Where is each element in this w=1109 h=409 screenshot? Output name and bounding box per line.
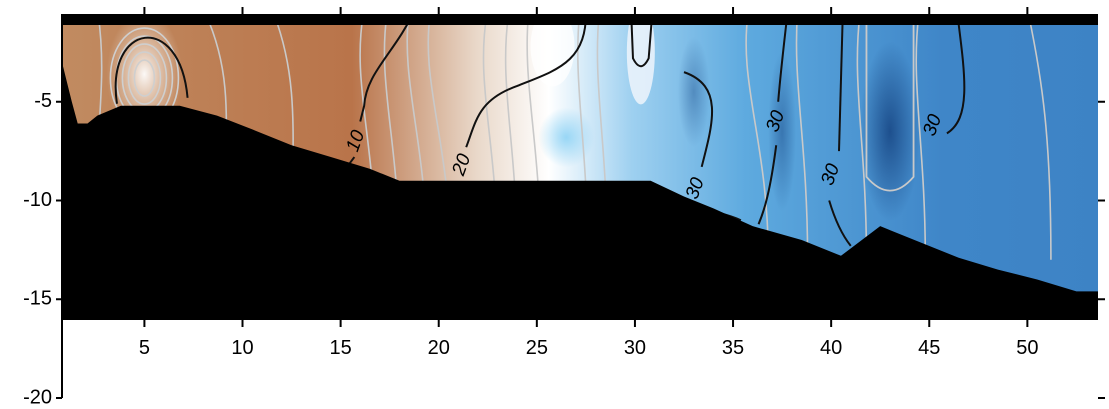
contour-line-black bbox=[465, 14, 587, 148]
x-tick-label: 45 bbox=[918, 337, 940, 359]
contour-line-gray bbox=[745, 14, 770, 260]
dark-core bbox=[860, 41, 921, 222]
contour-line-black bbox=[630, 14, 654, 68]
contour-line-gray bbox=[856, 14, 868, 260]
contour-line-gray bbox=[865, 14, 915, 192]
light-core bbox=[538, 107, 595, 168]
contour-line-gray bbox=[915, 14, 927, 260]
x-tick-label: 35 bbox=[722, 337, 744, 359]
contour-line-gray bbox=[127, 51, 162, 105]
x-tick-label: 15 bbox=[329, 337, 351, 359]
contour-line-gray bbox=[133, 59, 156, 97]
x-tick-label: 25 bbox=[526, 337, 548, 359]
bottom-mask bbox=[62, 62, 1098, 320]
contour-line-black bbox=[828, 200, 852, 247]
x-tick-label: 10 bbox=[231, 337, 253, 359]
y-tick-label: -20 bbox=[23, 386, 52, 408]
light-core bbox=[530, 14, 575, 87]
y-tick-label: -5 bbox=[34, 90, 52, 112]
x-tick-label: 40 bbox=[820, 337, 842, 359]
dark-core bbox=[677, 36, 710, 147]
contour-line-black bbox=[757, 145, 778, 225]
y-tick-label: -15 bbox=[23, 288, 52, 310]
y-tick-label: -10 bbox=[23, 189, 52, 211]
x-tick-label: 50 bbox=[1016, 337, 1038, 359]
contour-line-gray bbox=[1027, 14, 1052, 260]
light-core bbox=[626, 14, 655, 105]
dark-core bbox=[768, 51, 797, 212]
contour-line-black bbox=[683, 71, 713, 168]
x-tick-label: 30 bbox=[624, 337, 646, 359]
contour-line-black bbox=[946, 14, 966, 135]
x-tick-label: 20 bbox=[428, 337, 450, 359]
contour-line-gray bbox=[795, 14, 809, 260]
contour-line-black bbox=[838, 14, 844, 152]
top-band bbox=[62, 14, 1098, 25]
contour-line-black bbox=[114, 36, 189, 104]
light-core bbox=[106, 14, 183, 137]
x-tick-label: 5 bbox=[139, 337, 150, 359]
